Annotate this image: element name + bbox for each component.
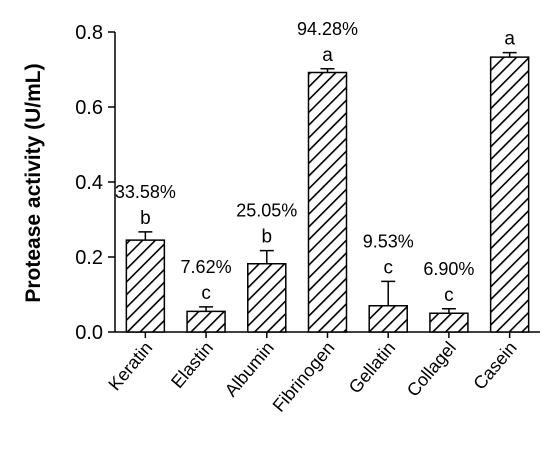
y-tick-label: 0.0 (75, 322, 103, 344)
y-tick-label: 0.2 (75, 247, 103, 269)
y-tick-label: 0.8 (75, 22, 103, 44)
percent-label: 9.53% (363, 231, 414, 251)
percent-label: 33.58% (115, 182, 176, 202)
plot-area: 0.0 0.2 0.4 0.6 0.8 b 33.58% Keratin c 7.62% Elast… (75, 19, 540, 416)
bar-elastin (186, 310, 226, 333)
x-category-label: Fibrinogen (269, 338, 339, 416)
significance-letter: b (140, 208, 151, 229)
percent-label: 25.05% (236, 201, 297, 221)
significance-letter: a (322, 45, 333, 66)
bar-gellatin (368, 305, 408, 333)
y-tick-label: 0.6 (75, 97, 103, 119)
x-category-label: Keratin (104, 338, 156, 395)
percent-label: 6.90% (423, 259, 474, 279)
bar-casein (489, 56, 530, 333)
bar-albumin (247, 263, 287, 333)
bar-collagel (429, 312, 469, 333)
significance-letter: c (444, 285, 454, 306)
significance-letter: b (261, 227, 272, 248)
x-category-label: Casein (469, 338, 520, 394)
x-category-label: Gellatin (345, 338, 400, 398)
bar-keratin (125, 239, 166, 333)
x-category-label: Elastin (167, 338, 217, 392)
significance-letter: c (201, 283, 211, 304)
x-category-label: Albumin (221, 338, 278, 401)
percent-label: 94.28% (297, 19, 358, 39)
significance-letter: a (504, 29, 515, 50)
y-axis-title: Protease activity (U/mL) (22, 63, 45, 302)
bar-fibrinogen (307, 71, 348, 333)
y-tick-label: 0.4 (75, 172, 103, 194)
percent-label: 7.62% (181, 257, 232, 277)
x-category-label: Collagel (403, 338, 460, 401)
significance-letter: c (383, 257, 393, 278)
